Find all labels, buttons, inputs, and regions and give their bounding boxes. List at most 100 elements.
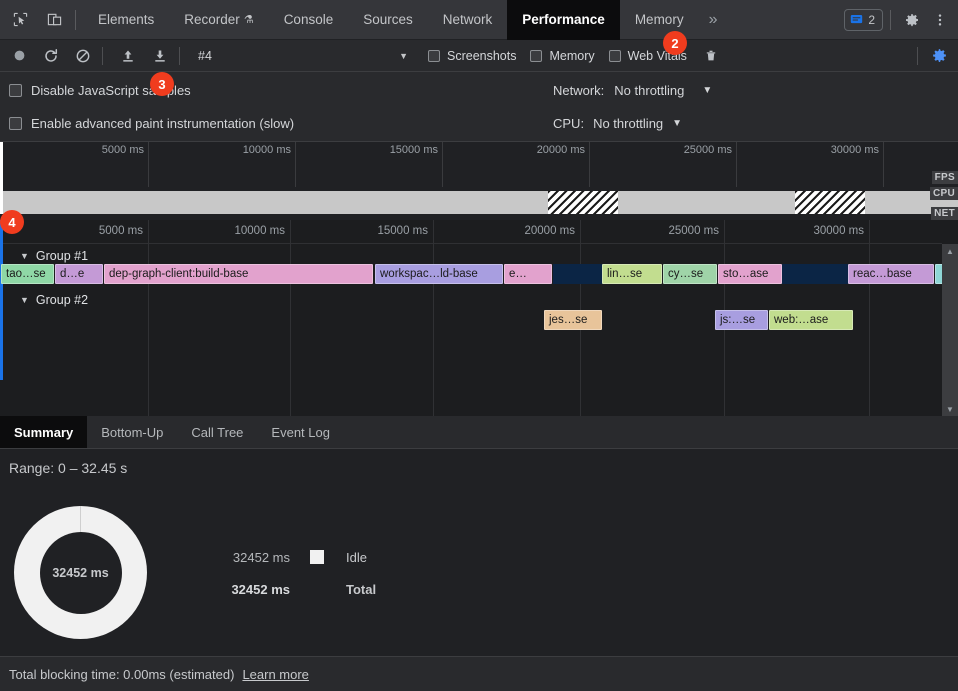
timeline-overview[interactable]: 5000 ms 10000 ms 15000 ms 20000 ms 25000… xyxy=(0,142,958,220)
checkbox-box[interactable] xyxy=(428,49,440,62)
summary-pane: Range: 0 – 32.45 s 32452 ms 32452 ms Idl… xyxy=(0,449,958,656)
capture-settings-gear-icon[interactable] xyxy=(926,43,952,69)
flame-group-header-1[interactable]: ▼ Group #1 xyxy=(0,246,88,266)
flame-tick-label: 5000 ms xyxy=(98,225,143,237)
tab-label: Network xyxy=(442,12,493,27)
setting-advanced-paint[interactable]: Enable advanced paint instrumentation (s… xyxy=(9,116,294,131)
flame-bar[interactable]: d…e xyxy=(55,264,103,284)
inspect-cursor-icon[interactable] xyxy=(6,6,34,34)
flame-bar[interactable]: sto…ase xyxy=(718,264,782,284)
flame-bar[interactable]: reac…base xyxy=(848,264,934,284)
band-label-net: NET xyxy=(931,207,958,220)
gear-icon[interactable] xyxy=(898,6,926,34)
tab-call-tree[interactable]: Call Tree xyxy=(191,424,244,440)
flame-gridline xyxy=(148,220,149,416)
flame-bar[interactable]: cy…se xyxy=(663,264,717,284)
flame-gridline xyxy=(433,220,434,416)
chevron-down-icon[interactable]: ▼ xyxy=(672,118,683,129)
flame-bar[interactable]: workspac…ld-base xyxy=(375,264,503,284)
flame-bar[interactable]: dep-graph-client:build-base xyxy=(104,264,373,284)
overview-gridline xyxy=(442,142,443,220)
record-circle-icon[interactable] xyxy=(6,43,32,69)
flame-bar[interactable]: tao…se xyxy=(1,264,54,284)
flame-chart-scrollbar[interactable]: ▲ ▼ xyxy=(942,244,958,416)
flame-bar[interactable]: lin…se xyxy=(602,264,662,284)
chevron-down-icon[interactable]: ▼ xyxy=(20,295,29,305)
flame-bar[interactable]: web:…ase xyxy=(769,310,853,330)
donut-hole: 32452 ms xyxy=(39,531,122,614)
overview-net-band xyxy=(0,214,958,220)
flame-chart-ruler xyxy=(0,220,942,244)
flame-tick-label: 25000 ms xyxy=(668,225,719,237)
tabbar-right-divider xyxy=(890,9,891,30)
more-vertical-icon[interactable] xyxy=(926,6,954,34)
tab-event-log[interactable]: Event Log xyxy=(271,424,330,440)
chevron-down-icon: ▼ xyxy=(399,50,408,61)
tab-elements[interactable]: Elements xyxy=(83,0,169,40)
upload-profile-icon[interactable] xyxy=(115,43,141,69)
flame-tick-label: 15000 ms xyxy=(377,225,428,237)
flame-group-title: Group #1 xyxy=(35,249,89,263)
checkbox-screenshots[interactable]: Screenshots xyxy=(428,49,516,63)
overview-tick-label: 10000 ms xyxy=(242,144,291,156)
checkbox-box[interactable] xyxy=(9,117,22,130)
toolbar-divider xyxy=(102,46,103,65)
overview-tick-label: 25000 ms xyxy=(683,144,732,156)
issues-count: 2 xyxy=(868,12,875,27)
tab-network[interactable]: Network xyxy=(428,0,508,40)
download-profile-icon[interactable] xyxy=(147,43,173,69)
issues-badge[interactable]: 2 xyxy=(844,8,883,31)
scroll-down-arrow-icon[interactable]: ▼ xyxy=(946,404,954,414)
flame-group-title: Group #2 xyxy=(35,293,89,307)
setting-cpu-throttling[interactable]: CPU: No throttling ▼ xyxy=(553,116,682,131)
flame-bar[interactable]: jes…se xyxy=(544,310,602,330)
more-tabs-chevron-icon[interactable]: » xyxy=(708,10,718,28)
cpu-idle-hatch xyxy=(795,191,865,214)
checkbox-memory[interactable]: Memory xyxy=(530,49,595,63)
checkbox-box[interactable] xyxy=(530,49,543,62)
tab-console[interactable]: Console xyxy=(269,0,349,40)
tab-memory[interactable]: Memory xyxy=(620,0,699,40)
summary-legend: 32452 ms Idle 32452 ms Total xyxy=(208,541,376,605)
reload-record-icon[interactable] xyxy=(38,43,64,69)
flame-group-header-2[interactable]: ▼ Group #2 xyxy=(0,290,88,310)
tab-summary[interactable]: Summary xyxy=(0,416,88,448)
overview-gridline xyxy=(883,142,884,220)
flame-bar[interactable]: e… xyxy=(504,264,552,284)
tab-recorder[interactable]: Recorder ⚗ xyxy=(169,0,268,40)
checkbox-label: Screenshots xyxy=(447,48,517,63)
tab-bottom-up[interactable]: Bottom-Up xyxy=(101,424,164,440)
overview-tick-label: 5000 ms xyxy=(101,144,144,156)
legend-swatch-idle xyxy=(310,550,324,564)
flame-gap-block xyxy=(553,264,610,284)
details-tabbar: Summary Bottom-Up Call Tree Event Log xyxy=(0,416,958,449)
checkbox-box[interactable] xyxy=(9,84,22,97)
donut-seam xyxy=(80,506,81,532)
trash-icon[interactable] xyxy=(699,44,723,68)
scroll-up-arrow-icon[interactable]: ▲ xyxy=(946,246,954,256)
profile-select-value: #4 xyxy=(198,48,212,63)
flame-bar[interactable]: js:…se xyxy=(715,310,768,330)
tab-performance[interactable]: Performance xyxy=(507,0,620,40)
network-throttling-value[interactable]: No throttling xyxy=(614,83,685,98)
cpu-throttling-value[interactable]: No throttling xyxy=(593,116,664,131)
clear-icon[interactable] xyxy=(70,43,96,69)
tab-sources[interactable]: Sources xyxy=(348,0,428,40)
chevron-down-icon[interactable]: ▼ xyxy=(20,251,29,261)
learn-more-link[interactable]: Learn more xyxy=(242,666,309,682)
setting-network-throttling[interactable]: Network: No throttling ▼ xyxy=(553,83,712,98)
profile-select[interactable]: #4 ▼ xyxy=(196,44,414,68)
tab-label: Performance xyxy=(522,12,605,27)
overview-selection-handle-left[interactable] xyxy=(0,142,3,214)
legend-value: 32452 ms xyxy=(232,549,290,565)
chevron-down-icon[interactable]: ▼ xyxy=(702,85,713,96)
status-bar: Total blocking time: 0.00ms (estimated) … xyxy=(0,656,958,691)
flame-chart[interactable]: 5000 ms 10000 ms 15000 ms 20000 ms 25000… xyxy=(0,220,958,416)
device-toolbar-icon[interactable] xyxy=(40,6,68,34)
overview-tick-label: 15000 ms xyxy=(389,144,438,156)
cpu-throttling-label: CPU: xyxy=(553,116,585,131)
legend-label: Idle xyxy=(346,549,367,565)
record-toolbar: #4 ▼ Screenshots Memory Web Vitals xyxy=(0,40,958,72)
checkbox-box[interactable] xyxy=(608,49,621,62)
